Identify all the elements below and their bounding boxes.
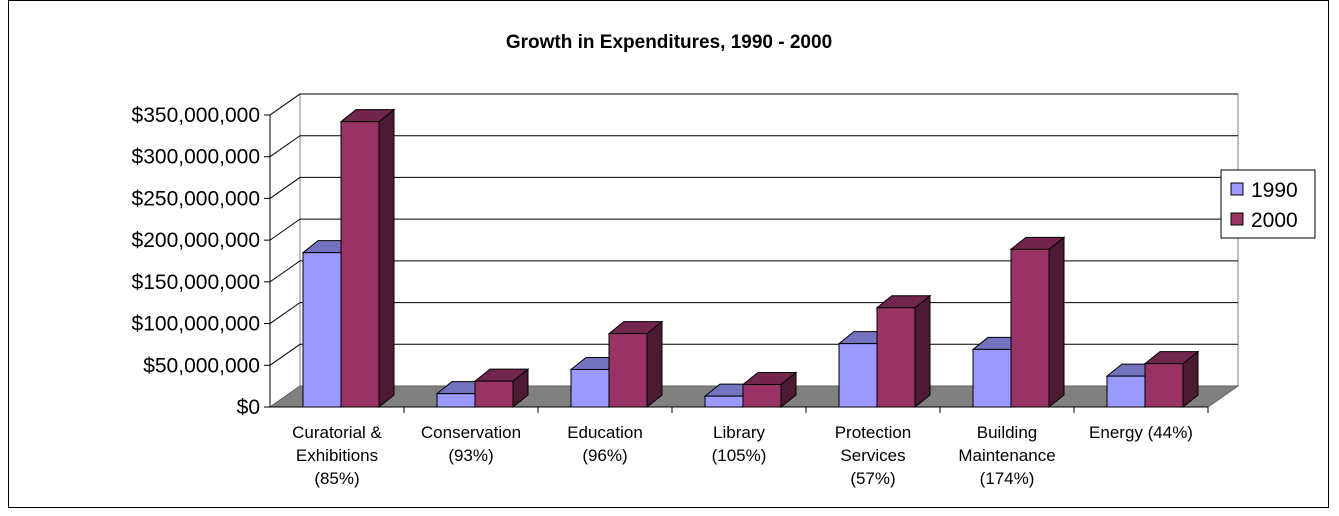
gridlines (269, 93, 1238, 366)
x-tick-label: Building Maintenance (174%) (958, 423, 1055, 488)
y-tick-label: $350,000,000 (132, 104, 260, 127)
bar-front (608, 333, 648, 408)
x-tick-label: Education (96%) (567, 423, 643, 465)
y-tick-label: $250,000,000 (132, 187, 260, 210)
bars (301, 108, 1200, 409)
chart-walls (268, 93, 1240, 408)
chart-title: Growth in Expenditures, 1990 - 2000 (506, 32, 832, 53)
legend-label: 1990 (1251, 179, 1298, 202)
bar-front (340, 121, 380, 408)
y-tick-label: $300,000,000 (132, 146, 260, 169)
bar-2000 (339, 108, 396, 409)
bar-2000 (607, 320, 664, 409)
bar-front (876, 307, 916, 408)
back-wall (299, 93, 1239, 387)
bar-2000 (1143, 350, 1200, 409)
bar-2000 (741, 371, 798, 409)
y-tick-label: $150,000,000 (132, 271, 260, 294)
bar-front (704, 395, 744, 408)
legend-swatch (1230, 182, 1244, 196)
x-tick-label: Curatorial & Exhibitions (85%) (292, 423, 382, 488)
bar-front (570, 368, 610, 408)
bar-side (646, 320, 663, 409)
gridline (269, 135, 1238, 158)
bar-side (378, 108, 395, 409)
bar-front (838, 343, 878, 408)
bar-front (302, 252, 342, 408)
legend-label: 2000 (1251, 209, 1298, 232)
bar-front (1010, 248, 1050, 408)
x-tick-label: Conservation (93%) (421, 423, 521, 465)
bar-side (914, 294, 931, 409)
gridline (269, 176, 1238, 199)
bar-front (1106, 375, 1146, 408)
y-tick-label: $100,000,000 (132, 313, 260, 336)
x-tick-label: Energy (44%) (1089, 423, 1193, 442)
bar-side (1048, 236, 1065, 409)
x-tick-label: Library (105%) (712, 423, 767, 465)
bar-front (474, 380, 514, 408)
legend-box (1220, 169, 1316, 239)
bar-front (436, 393, 476, 408)
x-tick-label: Protection Services (57%) (835, 423, 912, 488)
y-tick-label: $0 (237, 396, 260, 419)
legend: 1990 2000 (1220, 169, 1316, 239)
y-tick-label: $50,000,000 (143, 354, 260, 377)
bar-2000 (875, 294, 932, 409)
bar-2000 (1009, 236, 1066, 409)
gridline (269, 93, 1238, 116)
legend-swatch (1230, 212, 1244, 226)
y-axis: $0 $50,000,000 $100,000,000 $150,000,000 $20… (132, 104, 271, 419)
bar-front (1144, 363, 1184, 408)
bar-2000 (473, 368, 530, 409)
bar-front (972, 348, 1012, 408)
y-tick-label: $200,000,000 (132, 229, 260, 252)
bar-front (742, 383, 782, 408)
x-axis: Curatorial & Exhibitions (85%) Conservation… (270, 406, 1209, 488)
gridline (269, 260, 1238, 283)
side-wall (269, 93, 301, 408)
gridline (269, 218, 1238, 241)
